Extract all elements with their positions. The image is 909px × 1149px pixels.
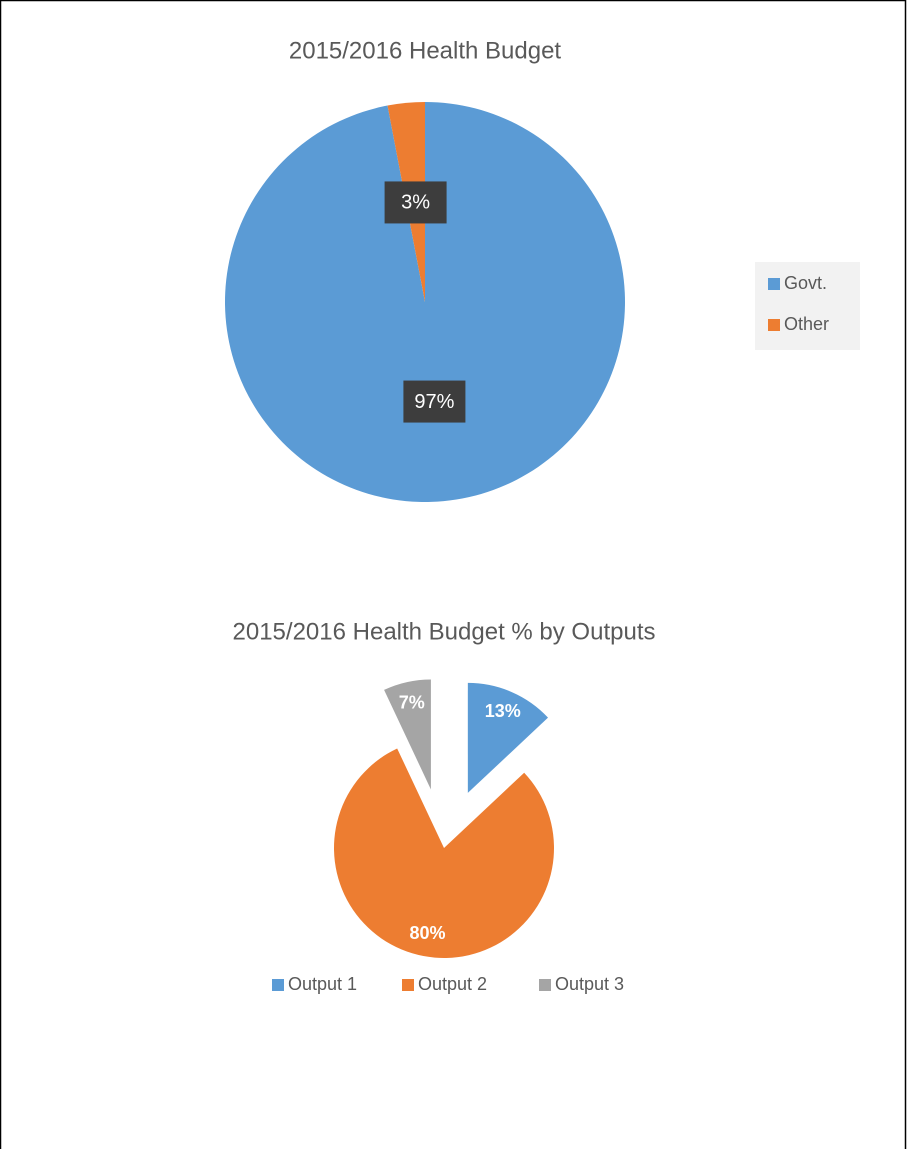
data-label: 97% <box>414 391 454 413</box>
label-box <box>403 380 466 423</box>
legend-label: Govt. <box>784 273 827 293</box>
legend-label: Other <box>784 314 829 334</box>
chart-title: 2015/2016 Health Budget % by Outputs <box>233 618 656 645</box>
legend-label: Output 3 <box>555 974 624 994</box>
legend-label: Output 2 <box>418 974 487 994</box>
legend-swatch <box>768 319 780 331</box>
pie-slice <box>225 102 626 503</box>
legend-swatch <box>768 278 780 290</box>
legend-swatch <box>272 979 284 991</box>
legend-swatch <box>539 979 551 991</box>
data-label: 80% <box>409 923 445 943</box>
legend-box <box>755 262 860 350</box>
chart-title: 2015/2016 Health Budget <box>289 37 562 64</box>
pie-slice <box>384 679 431 790</box>
pie-slice <box>467 682 549 793</box>
legend-label: Output 1 <box>288 974 357 994</box>
legend-swatch <box>402 979 414 991</box>
data-label: 7% <box>399 692 425 712</box>
data-label: 13% <box>485 701 521 721</box>
data-label: 3% <box>401 192 430 214</box>
label-box <box>384 181 447 224</box>
pie-slice <box>333 748 554 958</box>
